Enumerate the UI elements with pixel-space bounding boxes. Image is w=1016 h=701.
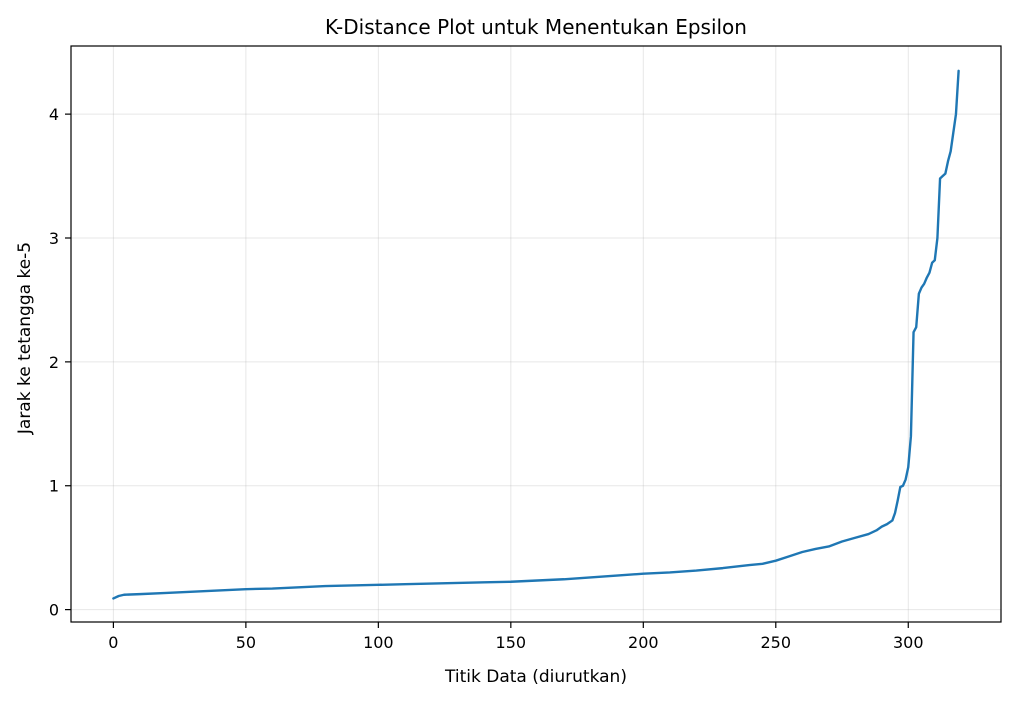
grid: [71, 46, 1001, 622]
ticks: 0 50 100 150 200 250 300 0 1 2 3 4: [49, 105, 924, 652]
series-line: [112, 69, 960, 600]
x-tick-label: 100: [363, 633, 394, 652]
plot-frame: [70, 45, 1002, 623]
x-tick-label: 0: [108, 633, 118, 652]
x-tick-label: 150: [496, 633, 527, 652]
y-tick-label: 3: [49, 229, 59, 248]
x-tick-label: 300: [893, 633, 924, 652]
y-tick-label: 0: [49, 601, 59, 620]
x-axis-label: Titik Data (diurutkan): [444, 667, 627, 687]
y-tick-label: 1: [49, 477, 59, 496]
x-tick-label: 200: [628, 633, 659, 652]
y-tick-label: 4: [49, 105, 59, 124]
chart-title: K-Distance Plot untuk Menentukan Epsilon: [325, 15, 747, 39]
series-layer: [112, 69, 960, 600]
x-tick-label: 50: [236, 633, 256, 652]
y-tick-label: 2: [49, 353, 59, 372]
y-axis-label: Jarak ke tetangga ke-5: [15, 242, 35, 435]
x-tick-label: 250: [761, 633, 792, 652]
